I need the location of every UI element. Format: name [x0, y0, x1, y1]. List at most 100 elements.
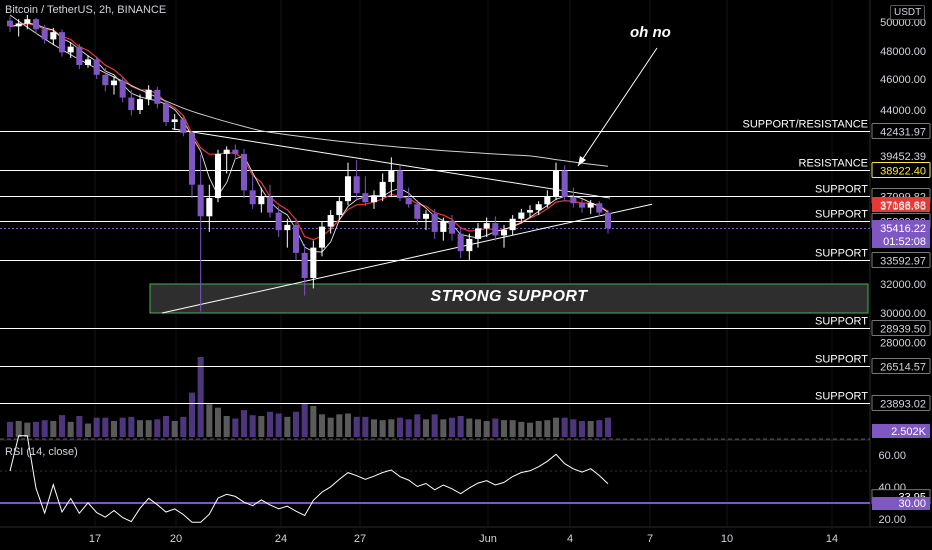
time-axis-tick: 7 — [647, 533, 653, 545]
volume-bar — [119, 417, 126, 437]
time-axis-tick: 24 — [275, 533, 287, 545]
time-axis[interactable]: 17 20 24 27 Jun 4 7 10 14 — [0, 526, 932, 545]
candle-body — [50, 32, 57, 40]
symbol-title[interactable]: Bitcoin / TetherUS, 2h, BINANCE — [5, 4, 167, 16]
candle-body — [102, 74, 109, 86]
volume-bar — [526, 422, 534, 437]
volume-bar — [405, 419, 412, 437]
candle-body — [15, 23, 22, 27]
candle-body — [570, 197, 577, 204]
candle-body — [327, 215, 334, 227]
price-tag-box — [871, 162, 931, 178]
price-tag-box — [871, 395, 931, 411]
volume-bar — [396, 417, 404, 437]
volume-bar — [6, 421, 14, 437]
candle-body — [284, 224, 291, 231]
candle-body — [578, 203, 586, 208]
currency-button[interactable]: USDT — [890, 5, 926, 20]
candle-body — [344, 176, 352, 202]
price-axis-tick: 44000.00 — [880, 105, 926, 117]
volume-bar — [448, 417, 456, 437]
volume-bar — [466, 418, 473, 437]
candle-body — [76, 46, 83, 65]
volume-bar — [310, 406, 317, 437]
volume-bar — [604, 417, 612, 437]
candle-body — [336, 201, 343, 216]
volume-bar — [67, 421, 74, 437]
volume-bar — [509, 420, 516, 437]
candle-body — [483, 223, 490, 229]
candle-body — [310, 247, 317, 278]
volume-bar — [292, 411, 300, 437]
time-axis-tick: 27 — [354, 533, 366, 545]
ma-fast-line — [9, 22, 609, 253]
candle-body — [370, 197, 378, 203]
volume-bar — [362, 416, 369, 437]
candle-body — [258, 197, 265, 205]
rsi-band-text: 30.00 — [898, 498, 926, 510]
price-tag-box — [871, 320, 931, 336]
price-axis-tick: 48000.00 — [880, 46, 926, 58]
candle-body — [145, 89, 152, 100]
price-tag-text: 42431.97 — [880, 127, 926, 139]
volume-bar — [58, 415, 66, 437]
volume-bar — [110, 421, 118, 437]
candle-body — [318, 226, 326, 248]
volume-tag-text: 2.502K — [891, 426, 927, 438]
price-tag-text: 28939.50 — [880, 324, 926, 336]
volume-bar — [544, 420, 551, 437]
volume-bar — [15, 421, 22, 437]
volume-bar — [84, 423, 92, 437]
volume-bar — [344, 413, 352, 437]
candle-body — [405, 198, 412, 205]
volume-bar — [492, 418, 499, 437]
candle-body — [188, 132, 196, 185]
candle-body — [466, 238, 473, 252]
volume-bar — [171, 421, 178, 437]
volume-bar — [128, 416, 135, 437]
candle-body — [6, 20, 14, 27]
volume-bar — [93, 417, 100, 437]
time-axis-tick: 10 — [721, 533, 733, 545]
volume-bar — [440, 419, 447, 437]
candle-body — [162, 103, 170, 123]
oh-no-arrow — [577, 47, 658, 167]
volume-bar — [249, 415, 256, 437]
candle-body — [379, 181, 386, 198]
candle-body — [492, 223, 499, 236]
volume-bar — [32, 421, 40, 437]
price-axis[interactable]: 42431.9738922.4037999.8235822.3933592.97… — [871, 17, 931, 526]
ma-long-line — [9, 14, 609, 167]
volume-bar — [431, 414, 438, 437]
volume-bar — [518, 421, 525, 437]
volume-bar — [136, 420, 144, 437]
price-tag-text: 37028.76 — [880, 201, 926, 213]
volume-bar — [76, 416, 83, 437]
volume-bar — [388, 419, 395, 437]
volume-bars — [6, 357, 612, 437]
volume-bar — [457, 416, 464, 437]
price-tag-text: 39452.39 — [880, 151, 926, 163]
volume-bar — [24, 422, 31, 437]
candle-body — [414, 204, 421, 219]
candle-body — [214, 153, 222, 199]
volume-bar — [284, 416, 291, 437]
countdown-text: 01:52:08 — [883, 236, 926, 248]
rsi-indicator-title[interactable]: RSI (14, close) — [5, 446, 78, 458]
volume-bar — [552, 417, 560, 437]
price-tag-text: 37166.63 — [880, 200, 926, 212]
level-label: SUPPORT — [815, 391, 868, 403]
candle-body — [518, 212, 525, 219]
volume-bar — [50, 421, 57, 437]
volume-bar — [102, 417, 109, 437]
candle-body — [232, 149, 239, 154]
price-tag-box — [871, 252, 931, 268]
volume-bar — [223, 416, 230, 437]
time-axis-tick: 14 — [826, 533, 838, 545]
volume-bar — [561, 417, 568, 437]
candle-body — [136, 99, 144, 110]
candle-body — [93, 59, 100, 75]
